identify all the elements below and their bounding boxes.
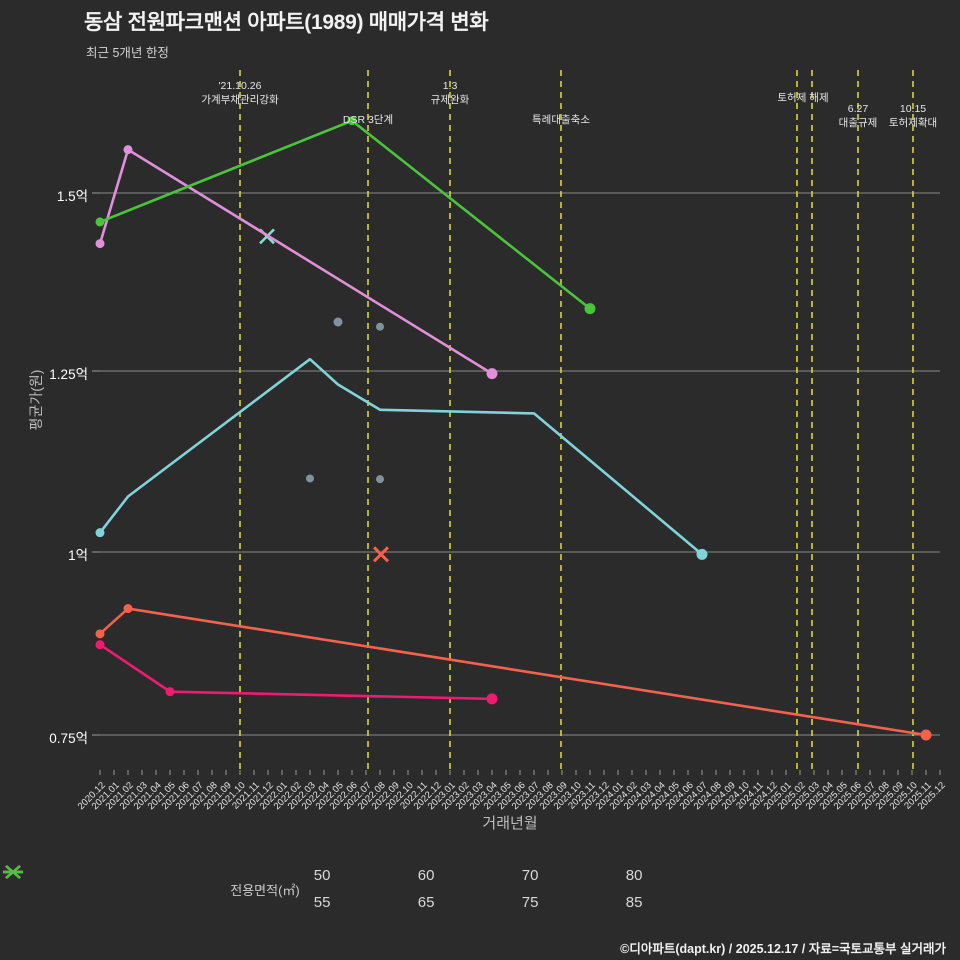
event-annotation-2: 1.3 규제완화 (431, 80, 470, 107)
event-annotation-5: 6.27 대출규제 (839, 103, 878, 130)
legend-items: 50 60 70 80 55 65 75 85 (3, 862, 730, 916)
event-annotation-label: 토허제확대 (888, 117, 938, 129)
event-annotation-date: 1.3 (442, 80, 458, 92)
series-line-85 (98, 119, 592, 310)
legend-item-75[interactable]: 75 (3, 865, 626, 911)
series-line-50 (98, 357, 704, 556)
x-axis-title-text: 거래년월 (482, 815, 538, 832)
event-annotation-label: 대출규제 (838, 117, 878, 129)
event-annotation-label: 규제완화 (430, 94, 470, 106)
y-tick-label: 1.5억 (56, 189, 88, 204)
marker-point-80 (123, 145, 133, 155)
marker-dot-65-extra (333, 317, 343, 327)
legend-item-label: 60 (417, 867, 435, 884)
series-50 (95, 357, 708, 560)
marker-point-60 (95, 629, 105, 639)
marker-point-80 (95, 239, 105, 249)
marker-dot-65-glyph (333, 317, 343, 327)
series-60 (95, 604, 932, 741)
marker-point-75 (486, 693, 498, 705)
legend-item-label: 50 (313, 867, 331, 884)
event-annotation-date: '21.10.26 (218, 80, 262, 92)
series-layer (95, 116, 932, 741)
legend-item-80[interactable]: 80 (3, 865, 730, 884)
page-title: 동삼 전원파크맨션 아파트(1989) 매매가격 변화 (84, 11, 489, 34)
legend-title: 전용면적(㎡) (230, 882, 300, 898)
marker-point-60 (123, 604, 133, 614)
event-annotation-label: DSR 3단계 (342, 114, 394, 126)
marker-point-85 (95, 217, 105, 227)
series-65 (306, 322, 384, 484)
event-annotation-0: '21.10.26 가계부채관리강화 (201, 80, 278, 107)
legend-item-85[interactable]: 85 (3, 865, 730, 911)
legend: 전용면적(㎡) 50 60 70 80 55 65 75 85 (0, 862, 960, 916)
event-vertical-lines (239, 70, 914, 770)
marker-point-60 (920, 729, 932, 741)
legend-item-60[interactable]: 60 (3, 865, 522, 884)
chart-subtitle: 최근 5개년 한정 (86, 46, 169, 60)
axis-tick-marks (92, 192, 941, 775)
legend-item-70[interactable]: 70 (3, 865, 626, 884)
legend-item-50[interactable]: 50 (3, 865, 418, 884)
event-annotation-date: 6.27 (847, 103, 869, 115)
series-75 (95, 640, 498, 705)
legend-item-label: 65 (417, 894, 435, 911)
y-tick-label: 1.25억 (49, 367, 88, 382)
legend-item-label: 55 (313, 894, 331, 911)
x-axis-title: 거래년월 (0, 812, 960, 833)
marker-dot-65 (306, 474, 314, 483)
gridlines (100, 192, 940, 736)
legend-item-65[interactable]: 65 (3, 865, 522, 911)
legend-item-label: 70 (521, 867, 539, 884)
legend-item-label: 80 (625, 867, 643, 884)
legend-marker-icon (3, 865, 23, 879)
event-annotation-6: 10.15 토허제확대 (889, 103, 937, 130)
marker-point-85 (584, 303, 596, 315)
series-80 (95, 145, 498, 380)
marker-x-60-glyph (372, 546, 390, 563)
event-annotation-label: 토허제 해제 (777, 92, 829, 104)
marker-point-75 (95, 640, 105, 650)
marker-point-50 (95, 528, 105, 538)
event-annotation-1: DSR 3단계 (343, 112, 393, 127)
event-annotation-label: 가계부채관리강화 (201, 94, 279, 106)
y-tick-label: 1억 (68, 548, 88, 563)
marker-dot-65 (376, 475, 384, 484)
y-tick-label: 0.75억 (49, 731, 88, 746)
marker-x-60 (372, 546, 390, 563)
marker-point-80 (486, 368, 498, 380)
footer-credit: ©디아파트(dapt.kr) / 2025.12.17 / 자료=국토교통부 실… (620, 942, 946, 956)
legend-item-55[interactable]: 55 (3, 865, 418, 911)
event-annotation-label: 특례대출축소 (532, 114, 590, 126)
series-line-75 (98, 643, 494, 701)
event-annotation-date: 10.15 (899, 103, 927, 115)
legend-item-label: 75 (521, 894, 539, 911)
event-annotation-3: 특례대출축소 (532, 112, 590, 127)
series-85 (95, 116, 596, 315)
marker-dot-65 (376, 322, 384, 331)
y-axis-title: 평균가(원) (28, 369, 44, 431)
marker-point-75 (165, 687, 175, 697)
marker-point-85 (347, 116, 357, 126)
series-line-60 (98, 607, 928, 737)
marker-point-50 (696, 548, 708, 560)
legend-item-label: 85 (625, 894, 643, 911)
event-annotation-4: 토허제 해제 (777, 90, 828, 105)
